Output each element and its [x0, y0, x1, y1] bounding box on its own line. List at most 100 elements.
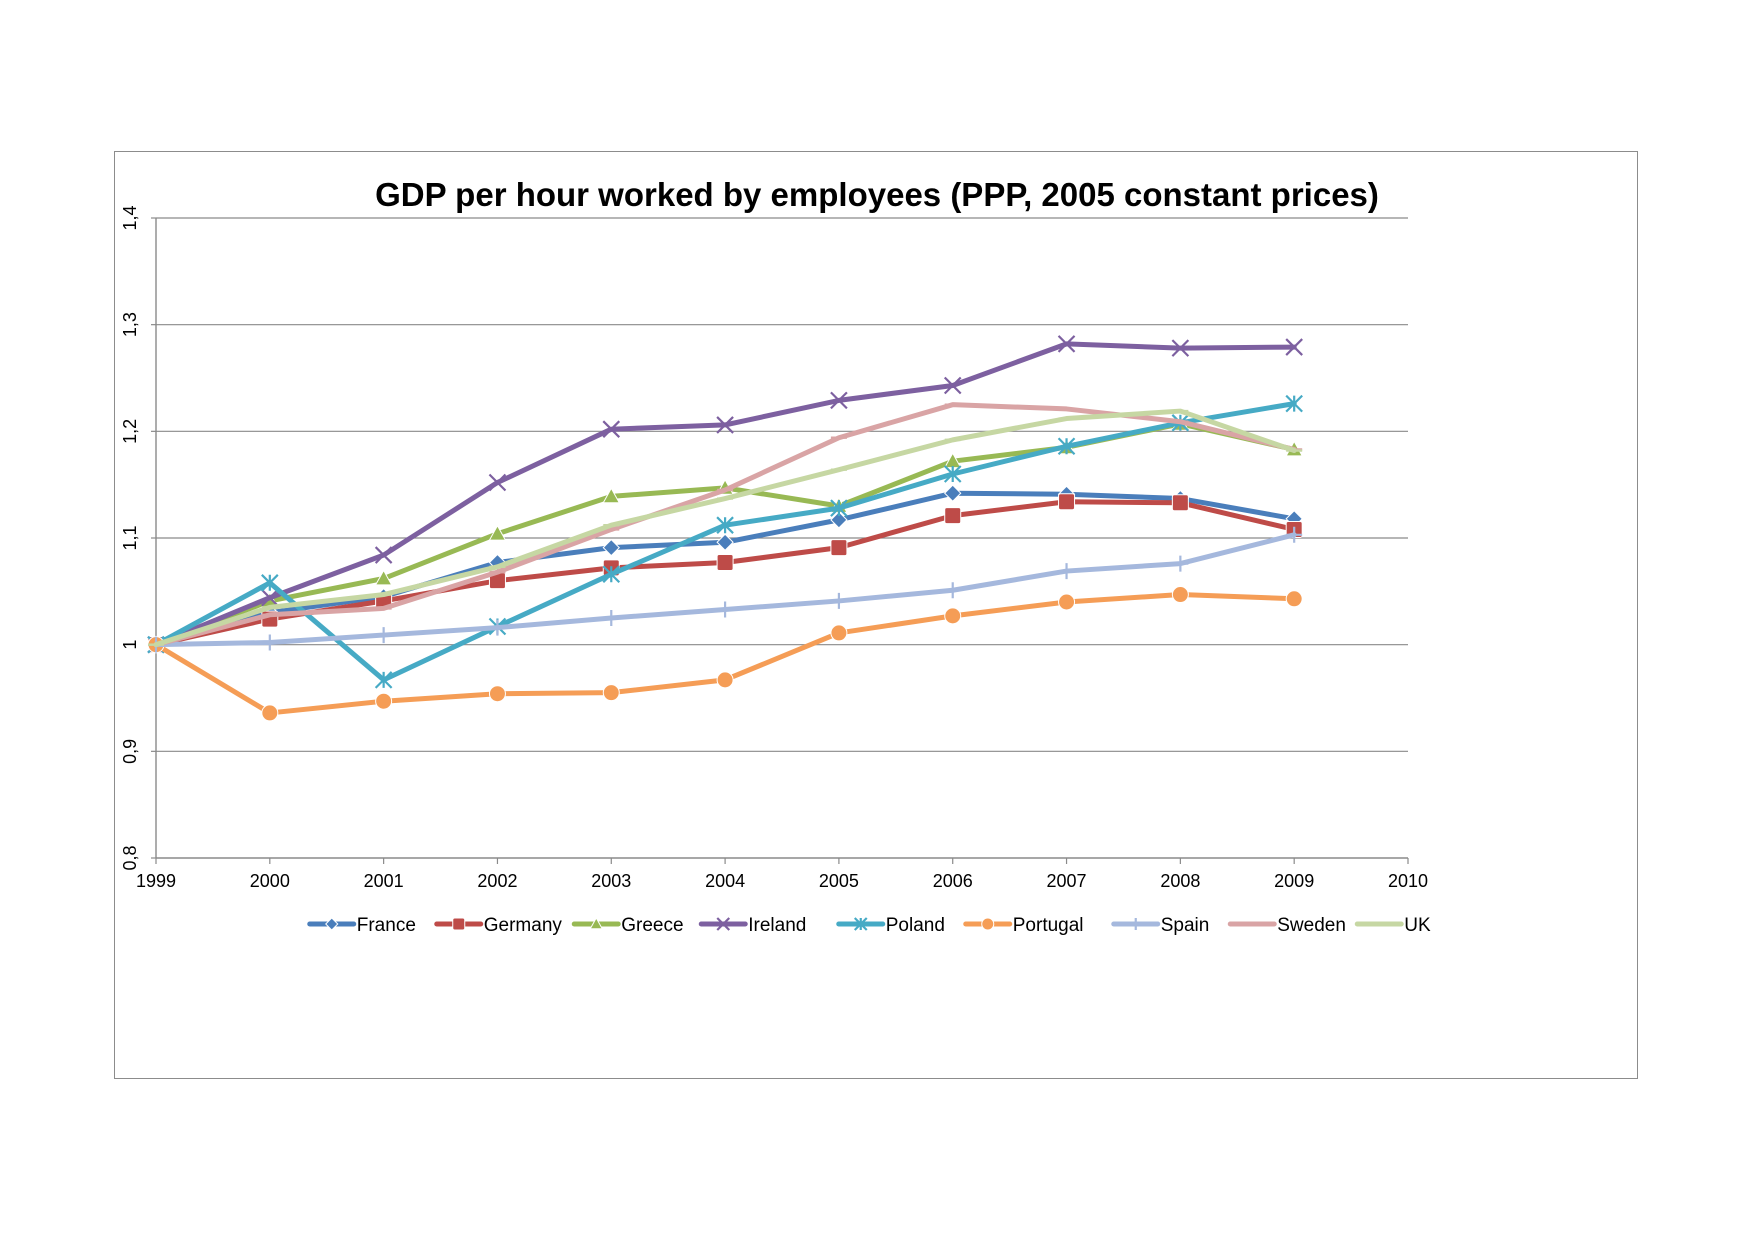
- legend-item-greece: Greece: [571, 915, 684, 936]
- data-point-portugal: [830, 624, 848, 642]
- legend-item-germany: Germany: [434, 915, 563, 936]
- x-tick-label: 2001: [364, 871, 404, 891]
- legend-label-poland: Poland: [886, 915, 945, 936]
- series-spain: [148, 526, 1303, 653]
- legend-marker-greece: [589, 916, 604, 930]
- data-point-france: [602, 538, 620, 557]
- series-portugal: [147, 586, 1303, 722]
- data-point-poland: [943, 465, 962, 483]
- data-point-ireland: [1285, 338, 1303, 356]
- data-point-spain: [1058, 563, 1075, 580]
- data-point-france: [944, 484, 962, 502]
- y-tick-label: 1,3: [120, 312, 140, 337]
- data-point-poland: [374, 671, 393, 689]
- legend-item-uk: UK: [1354, 915, 1431, 936]
- chart-frame: GDP per hour worked by employees (PPP, 2…: [114, 151, 1638, 1079]
- x-tick-label: 2008: [1160, 871, 1200, 891]
- data-point-ireland: [716, 416, 734, 434]
- data-point-ireland: [488, 473, 507, 492]
- data-point-portugal: [716, 671, 734, 689]
- x-tick-label: 2006: [933, 871, 973, 891]
- data-point-poland: [602, 565, 621, 584]
- y-tick-label: 0,8: [120, 845, 140, 870]
- data-point-spain: [717, 601, 734, 618]
- series-layer: [147, 335, 1304, 722]
- x-tick-label: 2009: [1274, 871, 1314, 891]
- data-point-greece: [374, 569, 393, 586]
- legend-marker-france: [325, 917, 339, 931]
- chart-svg: 0,8 0,9 1 1,1 1,2 1,3 1,4 1999 2000 2001 2002 2003 2…: [120, 205, 1431, 936]
- data-point-spain: [375, 627, 392, 644]
- data-point-poland: [1285, 394, 1303, 413]
- data-point-ireland: [1171, 339, 1190, 357]
- data-point-greece: [602, 487, 621, 504]
- legend-item-sweden: Sweden: [1227, 915, 1346, 936]
- data-point-poland: [716, 516, 734, 534]
- grid-layer: [156, 217, 1408, 752]
- legend-label-ireland: Ireland: [748, 915, 806, 936]
- legend-item-portugal: Portugal: [963, 915, 1084, 936]
- legend-label-germany: Germany: [484, 915, 563, 936]
- data-point-spain: [489, 619, 506, 636]
- data-point-ireland: [374, 546, 393, 564]
- data-point-ireland: [261, 588, 279, 607]
- legend-marker-portugal: [981, 917, 995, 931]
- data-point-spain: [1172, 555, 1189, 572]
- data-point-france: [716, 533, 734, 551]
- data-point-spain: [944, 582, 961, 599]
- data-point-poland: [1057, 437, 1076, 456]
- data-point-ireland: [943, 376, 962, 395]
- data-point-spain: [603, 610, 620, 626]
- x-tick-label: 2002: [477, 871, 517, 891]
- legend-label-uk: UK: [1404, 915, 1431, 936]
- x-tick-label: 2005: [819, 871, 859, 891]
- legend-item-spain: Spain: [1111, 915, 1210, 936]
- y-tick-label: 0,9: [120, 739, 140, 764]
- data-point-portugal: [488, 685, 506, 703]
- legend-marker-ireland: [716, 917, 731, 931]
- data-point-germany: [830, 539, 848, 557]
- data-point-germany: [944, 507, 962, 525]
- data-point-spain: [1286, 526, 1303, 543]
- data-point-portugal: [944, 607, 962, 625]
- y-tick-label: 1: [120, 640, 140, 650]
- data-point-greece: [488, 524, 507, 541]
- data-point-spain: [261, 634, 278, 651]
- axis-layer: 0,8 0,9 1 1,1 1,2 1,3 1,4 1999 2000 2001 2002 2003 2…: [120, 205, 1428, 891]
- series-uk: [148, 408, 1303, 648]
- legend-label-portugal: Portugal: [1013, 915, 1084, 936]
- legend-label-spain: Spain: [1161, 915, 1210, 936]
- legend-marker-spain: [1129, 918, 1142, 930]
- data-point-germany: [1058, 493, 1076, 511]
- data-point-portugal: [1285, 590, 1303, 608]
- data-point-portugal: [602, 684, 620, 702]
- y-tick-label: 1,1: [120, 525, 140, 550]
- data-point-ireland: [602, 420, 621, 438]
- legend-label-greece: Greece: [621, 915, 683, 936]
- legend-marker-germany: [452, 917, 466, 931]
- x-tick-label: 2007: [1047, 871, 1087, 891]
- legend-item-france: France: [307, 915, 416, 936]
- data-point-france: [830, 511, 848, 529]
- data-point-portugal: [1058, 593, 1076, 611]
- data-point-germany: [1171, 494, 1189, 512]
- data-point-spain: [830, 592, 847, 609]
- legend-label-france: France: [357, 915, 416, 936]
- data-point-poland: [830, 499, 848, 517]
- data-point-germany: [716, 554, 734, 572]
- legend-label-sweden: Sweden: [1277, 915, 1346, 936]
- legend-marker-poland: [853, 917, 868, 931]
- x-tick-label: 2003: [591, 871, 631, 891]
- data-point-portugal: [1171, 586, 1189, 604]
- data-point-ireland: [1057, 335, 1076, 353]
- x-tick-label: 2000: [250, 871, 290, 891]
- x-tick-label: 2004: [705, 871, 745, 891]
- data-point-portugal: [375, 692, 393, 710]
- y-tick-label: 1,4: [120, 205, 140, 230]
- data-point-ireland: [830, 391, 848, 410]
- x-tick-label: 2010: [1388, 871, 1428, 891]
- data-point-poland: [261, 574, 279, 592]
- x-tick-label: 1999: [136, 871, 176, 891]
- legend-layer: France Germany Greece Ireland Poland Portugal…: [307, 915, 1431, 936]
- data-point-portugal: [261, 704, 279, 722]
